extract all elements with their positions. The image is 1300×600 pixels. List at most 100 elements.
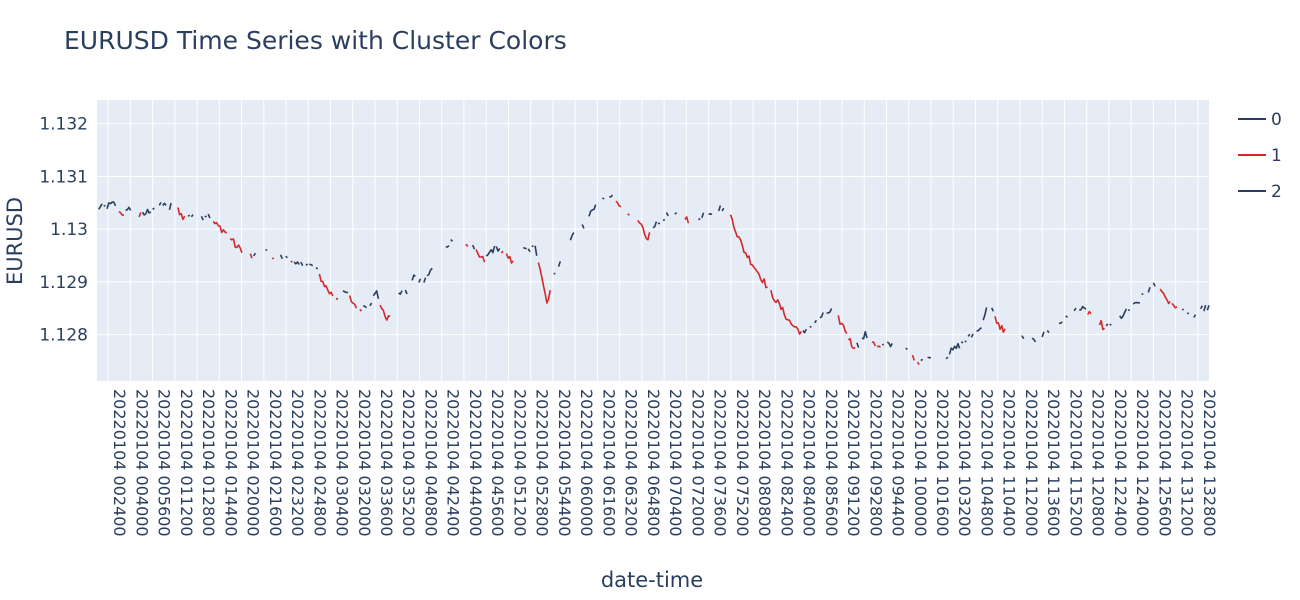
series-segment-0 bbox=[450, 238, 454, 242]
series-segment-0 bbox=[423, 277, 427, 283]
x-tick-label: 20220104 073600 bbox=[711, 389, 730, 537]
series-segment-1 bbox=[684, 216, 690, 224]
series-segment-1 bbox=[615, 200, 622, 208]
series-segment-0 bbox=[1073, 307, 1077, 312]
series-segment-0 bbox=[708, 212, 713, 216]
series-segment-0 bbox=[471, 244, 476, 250]
x-tick-label: 20220104 011200 bbox=[177, 389, 196, 537]
x-tick-label: 20220104 054400 bbox=[555, 389, 574, 537]
series-segment-2 bbox=[398, 290, 403, 295]
series-segment-0 bbox=[411, 274, 416, 281]
series-segment-2 bbox=[1203, 304, 1207, 312]
x-tick-label: 20220104 101600 bbox=[933, 389, 952, 537]
x-tick-labels: 20220104 002400 20220104 004000 20220104 0… bbox=[110, 389, 1219, 537]
series-segment-1 bbox=[335, 297, 339, 301]
series-segment-2 bbox=[905, 347, 908, 351]
series-segment-1 bbox=[537, 262, 551, 304]
chart-title: EURUSD Time Series with Cluster Colors bbox=[64, 26, 567, 55]
series-segment-2 bbox=[200, 215, 204, 221]
x-tick-label: 20220104 110400 bbox=[1000, 389, 1019, 537]
y-tick-label: 1.129 bbox=[39, 273, 88, 293]
series-segment-2 bbox=[1152, 282, 1156, 287]
x-axis-title: date-time bbox=[601, 568, 703, 592]
series-segment-2 bbox=[602, 197, 605, 200]
series-segment-0 bbox=[534, 245, 538, 256]
series-segment-2 bbox=[125, 206, 132, 212]
series-segment-1 bbox=[212, 220, 228, 234]
series-segment-2 bbox=[426, 267, 433, 277]
series-segment-0 bbox=[569, 232, 575, 241]
x-tick-label: 20220104 044000 bbox=[466, 389, 485, 537]
x-tick-label: 20220104 072000 bbox=[688, 389, 707, 537]
series-segment-0 bbox=[1078, 305, 1087, 312]
series-segment-1 bbox=[500, 250, 504, 254]
series-segment-2 bbox=[106, 201, 117, 210]
series-segment-1 bbox=[505, 253, 514, 264]
y-tick-label: 1.128 bbox=[39, 326, 88, 346]
series-segment-0 bbox=[527, 248, 531, 253]
series-segment-1 bbox=[271, 257, 275, 260]
series-segment-2 bbox=[404, 289, 408, 295]
x-tick-label: 20220104 131200 bbox=[1178, 389, 1197, 537]
y-tick-label: 1.131 bbox=[39, 167, 88, 187]
series-segment-0 bbox=[187, 214, 191, 217]
series-segment-0 bbox=[1206, 305, 1210, 311]
x-tick-label: 20220104 004000 bbox=[132, 389, 151, 537]
series-segment-1 bbox=[1087, 310, 1092, 315]
y-axis-title: EURUSD bbox=[3, 197, 27, 285]
series-segment-2 bbox=[495, 246, 501, 252]
series-segment-1 bbox=[465, 243, 469, 248]
series-segment-0 bbox=[698, 217, 701, 221]
series-segment-0 bbox=[609, 194, 614, 198]
series-segment-2 bbox=[665, 212, 669, 217]
x-tick-label: 20220104 033600 bbox=[377, 389, 396, 537]
series-segment-2 bbox=[701, 212, 705, 218]
series-segment-0 bbox=[158, 201, 162, 206]
x-tick-label: 20220104 125600 bbox=[1155, 389, 1174, 537]
series-segment-0 bbox=[372, 290, 380, 299]
x-tick-label: 20220104 032000 bbox=[355, 389, 374, 537]
x-tick-label: 20220104 045600 bbox=[488, 389, 507, 537]
data-series bbox=[98, 194, 1210, 366]
series-segment-2 bbox=[1058, 321, 1063, 325]
series-segment-1 bbox=[348, 295, 358, 309]
series-segment-0 bbox=[1109, 323, 1112, 326]
series-segment-2 bbox=[168, 202, 172, 210]
series-segment-2 bbox=[1041, 331, 1045, 338]
series-segment-1 bbox=[1159, 288, 1171, 305]
x-tick-label: 20220104 052800 bbox=[533, 389, 552, 537]
series-segment-0 bbox=[207, 213, 211, 219]
series-segment-0 bbox=[485, 245, 496, 257]
series-segment-1 bbox=[1171, 302, 1178, 309]
series-segment-1 bbox=[118, 211, 125, 216]
series-segment-2 bbox=[98, 203, 103, 210]
series-segment-2 bbox=[1046, 329, 1050, 334]
series-segment-2 bbox=[1132, 301, 1140, 305]
x-tick-label: 20220104 084000 bbox=[800, 389, 819, 537]
series-segment-1 bbox=[729, 214, 768, 289]
x-tick-label: 20220104 005600 bbox=[155, 389, 174, 537]
series-segment-2 bbox=[960, 341, 964, 344]
x-tick-label: 20220104 094400 bbox=[889, 389, 908, 537]
x-tick-label: 20220104 023200 bbox=[288, 389, 307, 537]
series-segment-2 bbox=[531, 245, 534, 248]
series-segment-1 bbox=[229, 237, 243, 254]
series-segment-2 bbox=[1147, 286, 1151, 293]
x-tick-label: 20220104 115200 bbox=[1066, 389, 1085, 537]
series-segment-0 bbox=[662, 218, 666, 222]
series-segment-0 bbox=[1105, 323, 1109, 327]
series-segment-0 bbox=[920, 358, 924, 362]
series-segment-0 bbox=[990, 307, 995, 312]
series-segment-2 bbox=[285, 255, 288, 259]
series-segment-1 bbox=[290, 260, 293, 263]
series-segment-2 bbox=[445, 245, 450, 248]
x-tick-label: 20220104 080800 bbox=[755, 389, 774, 537]
legend-label-0: 0 bbox=[1271, 110, 1282, 130]
series-segment-1 bbox=[871, 341, 877, 347]
series-segment-2 bbox=[418, 278, 422, 283]
series-segment-0 bbox=[1119, 308, 1128, 320]
x-tick-label: 20220104 091200 bbox=[844, 389, 863, 537]
x-tick-label: 20220104 085600 bbox=[822, 389, 841, 537]
